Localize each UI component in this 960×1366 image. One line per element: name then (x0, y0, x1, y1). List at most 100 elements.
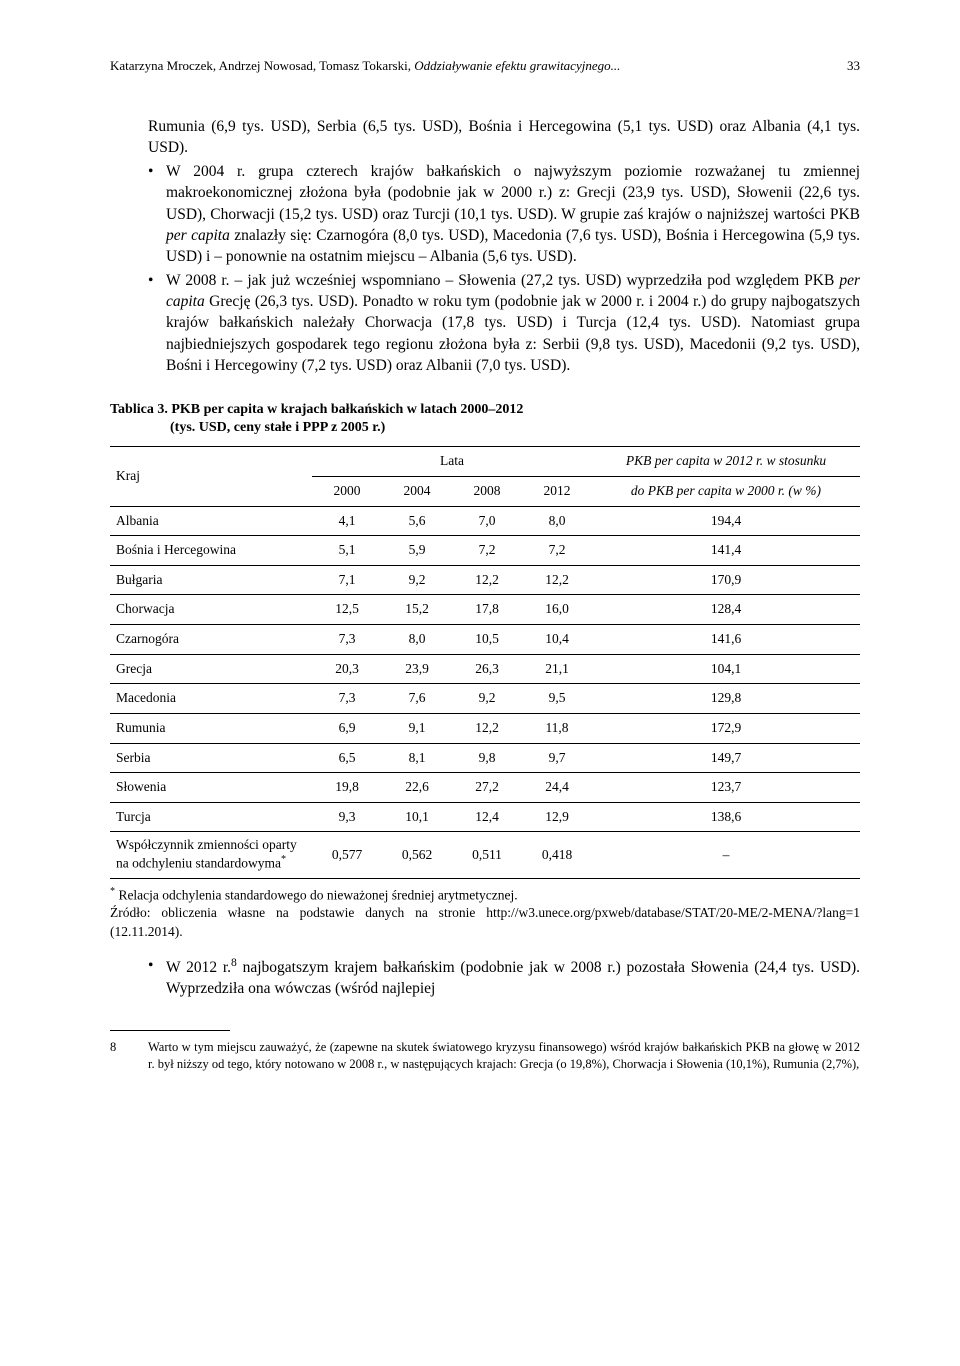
cell-value: 7,3 (312, 625, 382, 655)
table-row: Bułgaria7,19,212,212,2170,9 (110, 565, 860, 595)
bullet-item: W 2008 r. – jak już wcześniej wspomniano… (110, 270, 860, 377)
cell-value: 20,3 (312, 654, 382, 684)
cell-value: 19,8 (312, 773, 382, 803)
table-row: Chorwacja12,515,217,816,0128,4 (110, 595, 860, 625)
cell-value: 12,2 (452, 713, 522, 743)
cell-country: Chorwacja (110, 595, 312, 625)
data-table: Kraj Lata PKB per capita w 2012 r. w sto… (110, 446, 860, 878)
bullet-item: W 2004 r. grupa czterech krajów bałkańsk… (110, 161, 860, 268)
cell-value: 0,511 (452, 832, 522, 878)
pct-line1: PKB per capita w 2012 r. w stosunku (626, 453, 826, 468)
cell-value: 23,9 (382, 654, 452, 684)
cell-pct: – (592, 832, 860, 878)
table-row: Serbia6,58,19,89,7149,7 (110, 743, 860, 773)
cell-value: 9,3 (312, 802, 382, 832)
cell-pct: 123,7 (592, 773, 860, 803)
cell-value: 0,418 (522, 832, 592, 878)
cell-value: 7,2 (452, 536, 522, 566)
cell-pct: 129,8 (592, 684, 860, 714)
running-head: Katarzyna Mroczek, Andrzej Nowosad, Toma… (110, 58, 860, 74)
col-header-pct-line1: PKB per capita w 2012 r. w stosunku (592, 447, 860, 477)
cell-value: 7,2 (522, 536, 592, 566)
authors: Katarzyna Mroczek, Andrzej Nowosad, Toma… (110, 58, 411, 73)
table-row: Czarnogóra7,38,010,510,4141,6 (110, 625, 860, 655)
pct-line2: do PKB per capita w 2000 r. (w %) (631, 483, 821, 498)
cell-value: 5,1 (312, 536, 382, 566)
body-text: Rumunia (6,9 tys. USD), Serbia (6,5 tys.… (110, 116, 860, 1072)
cell-pct: 138,6 (592, 802, 860, 832)
table-row: Współczynnik zmienności oparty na odchyl… (110, 832, 860, 878)
cell-value: 10,4 (522, 625, 592, 655)
cell-value: 16,0 (522, 595, 592, 625)
cell-country: Macedonia (110, 684, 312, 714)
cell-value: 0,577 (312, 832, 382, 878)
cell-value: 7,0 (452, 506, 522, 536)
bullet-text: W 2012 r.8 najbogatszym krajem bałkański… (166, 959, 860, 997)
cell-country: Grecja (110, 654, 312, 684)
cell-value: 4,1 (312, 506, 382, 536)
cell-value: 12,4 (452, 802, 522, 832)
cell-country: Turcja (110, 802, 312, 832)
cell-value: 9,1 (382, 713, 452, 743)
caption-sub: (tys. USD, ceny stałe i PPP z 2005 r.) (110, 419, 860, 438)
table-row: Albania4,15,67,08,0194,4 (110, 506, 860, 536)
table-head: Kraj Lata PKB per capita w 2012 r. w sto… (110, 447, 860, 506)
cell-pct: 172,9 (592, 713, 860, 743)
cell-value: 9,2 (452, 684, 522, 714)
cell-value: 8,0 (382, 625, 452, 655)
footnote-rule (110, 1030, 230, 1031)
cell-value: 6,5 (312, 743, 382, 773)
col-header-year: 2012 (522, 476, 592, 506)
cell-value: 24,4 (522, 773, 592, 803)
cell-value: 10,5 (452, 625, 522, 655)
cell-country: Albania (110, 506, 312, 536)
col-header-pct-line2: do PKB per capita w 2000 r. (w %) (592, 476, 860, 506)
col-header-year: 2000 (312, 476, 382, 506)
bullet-list-2: W 2012 r.8 najbogatszym krajem bałkański… (110, 955, 860, 1000)
cell-value: 17,8 (452, 595, 522, 625)
cell-pct: 104,1 (592, 654, 860, 684)
running-head-left: Katarzyna Mroczek, Andrzej Nowosad, Toma… (110, 58, 620, 74)
footnote: 8 Warto w tym miejscu zauważyć, że (zape… (110, 1039, 860, 1073)
footnote-number: 8 (110, 1039, 116, 1056)
bullet-item: W 2012 r.8 najbogatszym krajem bałkański… (110, 955, 860, 1000)
cell-value: 7,3 (312, 684, 382, 714)
table-caption: Tablica 3. PKB per capita w krajach bałk… (110, 401, 860, 439)
cell-value: 9,7 (522, 743, 592, 773)
intro-paragraph: Rumunia (6,9 tys. USD), Serbia (6,5 tys.… (148, 116, 860, 159)
table-note: * Relacja odchylenia standardowego do ni… (110, 885, 860, 941)
cell-country: Bośnia i Hercegowina (110, 536, 312, 566)
cell-value: 12,2 (452, 565, 522, 595)
cell-country: Bułgaria (110, 565, 312, 595)
cell-pct: 141,4 (592, 536, 860, 566)
cell-value: 22,6 (382, 773, 452, 803)
cell-value: 21,1 (522, 654, 592, 684)
cell-value: 5,6 (382, 506, 452, 536)
cell-value: 8,0 (522, 506, 592, 536)
cell-value: 9,5 (522, 684, 592, 714)
title-fragment: Oddziaływanie efektu grawitacyjnego... (414, 58, 620, 73)
cell-pct: 128,4 (592, 595, 860, 625)
table-row: Bośnia i Hercegowina5,15,97,27,2141,4 (110, 536, 860, 566)
caption-main: Tablica 3. PKB per capita w krajach bałk… (110, 402, 523, 417)
cell-pct: 149,7 (592, 743, 860, 773)
page-number: 33 (847, 58, 860, 74)
table-row: Macedonia7,37,69,29,5129,8 (110, 684, 860, 714)
bullet-list-1: W 2004 r. grupa czterech krajów bałkańsk… (110, 161, 860, 377)
cell-value: 15,2 (382, 595, 452, 625)
page: Katarzyna Mroczek, Andrzej Nowosad, Toma… (0, 0, 960, 1366)
cell-pct: 141,6 (592, 625, 860, 655)
cell-country: Czarnogóra (110, 625, 312, 655)
cell-value: 6,9 (312, 713, 382, 743)
cell-country: Rumunia (110, 713, 312, 743)
cell-value: 5,9 (382, 536, 452, 566)
table-row: Rumunia6,99,112,211,8172,9 (110, 713, 860, 743)
cell-pct: 170,9 (592, 565, 860, 595)
footnote-text: Warto w tym miejscu zauważyć, że (zapewn… (148, 1040, 860, 1071)
cell-value: 27,2 (452, 773, 522, 803)
col-header-years-group: Lata (312, 447, 592, 477)
cell-value: 26,3 (452, 654, 522, 684)
cell-value: 7,6 (382, 684, 452, 714)
cell-value: 10,1 (382, 802, 452, 832)
col-header-country: Kraj (110, 447, 312, 506)
